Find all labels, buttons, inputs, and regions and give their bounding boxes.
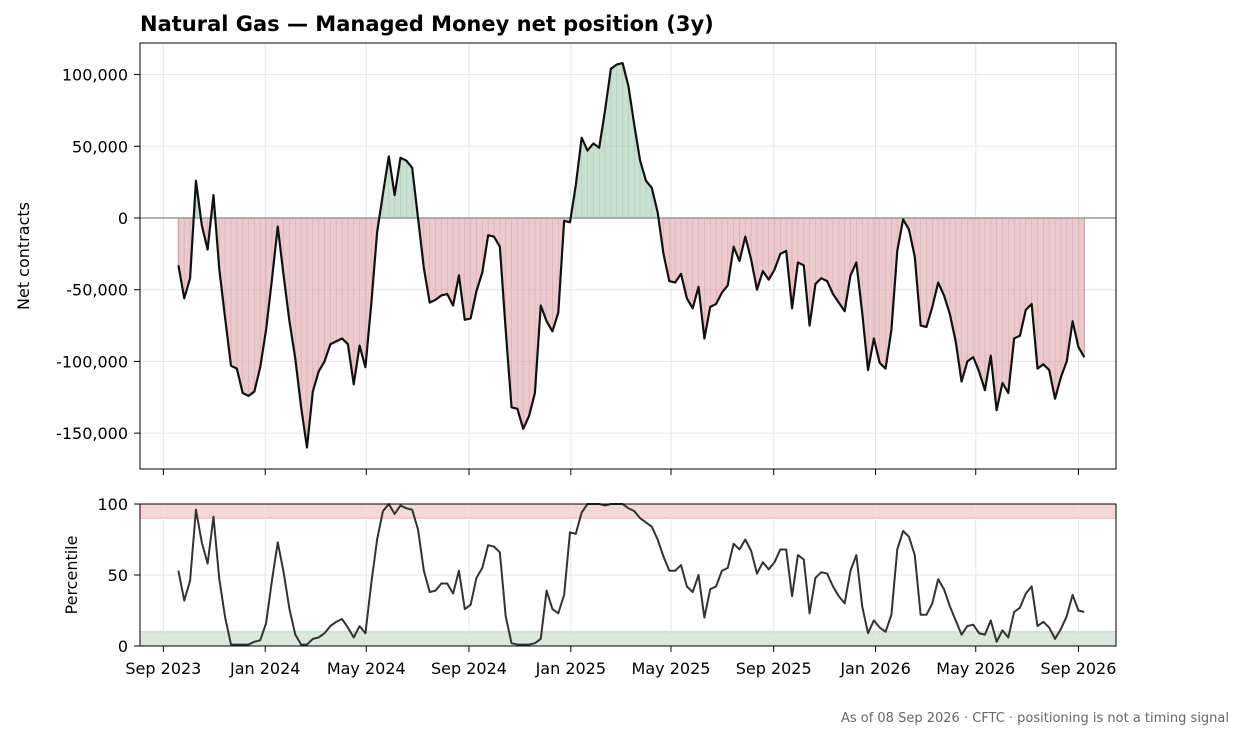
positive-area-segment: [593, 142, 600, 219]
x-tick-label: Sep 2026: [1040, 659, 1116, 678]
negative-area-segment: [242, 217, 249, 397]
negative-area-segment: [254, 217, 261, 392]
negative-area-segment: [441, 217, 448, 296]
negative-area-segment: [1013, 217, 1021, 339]
bottom-y-axis-label: Percentile: [62, 536, 81, 615]
negative-area-segment: [686, 217, 694, 310]
top-y-tick-label: 50,000: [72, 137, 128, 156]
negative-area-segment: [961, 217, 968, 382]
negative-area-segment: [797, 217, 805, 266]
net-position-line: [177, 61, 1086, 449]
x-tick-label: May 2026: [936, 659, 1015, 678]
negative-area-segment: [318, 217, 325, 373]
percentile-line: [177, 503, 1085, 646]
negative-area-segment: [978, 217, 986, 391]
bottom-panel: 0 50 100 Sep 2023 Jan 2024 May 2024 Sep 2024 J…: [62, 495, 1117, 678]
negative-area-segment: [546, 217, 553, 333]
negative-area-segment: [435, 217, 442, 301]
x-tick-label: Sep 2024: [431, 659, 507, 678]
top-panel: 100,000 50,000 0 -50,000 -100,000 -150,000 Ne…: [14, 42, 1117, 475]
negative-area-segment: [1054, 217, 1062, 399]
top-y-tick-label: 0: [118, 209, 128, 228]
positive-area-segment: [616, 62, 623, 219]
negative-area-segment: [487, 217, 495, 238]
top-plot-frame: [139, 42, 1117, 470]
negative-area-segment: [464, 217, 471, 321]
negative-area-segment: [330, 217, 337, 345]
negative-area-segment: [429, 217, 436, 304]
negative-area-segment: [230, 217, 238, 370]
x-tick-label: Jan 2026: [839, 659, 910, 678]
negative-area-segment: [674, 217, 682, 284]
negative-area-segment: [1025, 217, 1032, 311]
x-tick-label: Jan 2024: [229, 659, 300, 678]
top-y-axis-label: Net contracts: [14, 202, 33, 310]
top-y-tick-label: -100,000: [56, 352, 128, 371]
negative-area-segment: [1078, 217, 1085, 359]
negative-area-segment: [715, 217, 723, 305]
top-y-tick-label: -150,000: [56, 424, 128, 443]
negative-area-segment: [1037, 217, 1044, 370]
negative-area-segment: [972, 217, 980, 372]
negative-area-segment: [832, 217, 840, 304]
lower-percentile-band: [140, 631, 1116, 646]
x-tick-label: Sep 2025: [736, 659, 812, 678]
negative-area-segment: [709, 217, 717, 308]
negative-area-segment: [312, 217, 319, 392]
top-y-axis: 100,000 50,000 0 -50,000 -100,000 -150,000: [56, 66, 140, 443]
negative-area-segment: [517, 217, 524, 429]
negative-area-segment: [838, 217, 845, 313]
negative-area-segment: [446, 217, 454, 306]
negative-area-segment: [996, 217, 1003, 411]
top-y-tick-label: 100,000: [62, 66, 128, 85]
top-y-tick-label: -50,000: [66, 281, 128, 300]
negative-area-segment: [1060, 217, 1068, 378]
negative-area-segment: [341, 217, 349, 345]
negative-area-segment: [967, 217, 974, 363]
positive-area-segment: [587, 142, 594, 219]
negative-area-segment: [335, 217, 343, 342]
negative-area-segment: [780, 217, 787, 255]
positive-area-segment: [400, 157, 407, 219]
negative-area-segment: [528, 217, 536, 417]
top-x-ticks: [162, 469, 1079, 475]
bottom-y-tick-label: 0: [118, 637, 128, 656]
bottom-x-axis: Sep 2023 Jan 2024 May 2024 Sep 2024 Jan 2025…: [125, 646, 1116, 678]
bottom-y-tick-label: 100: [97, 495, 128, 514]
negative-area-segment: [511, 217, 518, 410]
negative-area-segment: [879, 217, 886, 370]
negative-area-segment: [522, 217, 530, 429]
negative-area-segment: [1002, 217, 1009, 395]
negative-area-segment: [248, 217, 255, 397]
negative-area-segment: [820, 217, 828, 282]
negative-area-segment: [920, 217, 927, 328]
footer-note: As of 08 Sep 2026 · CFTC · positioning i…: [840, 711, 1229, 726]
negative-area-segment: [721, 217, 729, 294]
x-tick-label: Sep 2023: [125, 659, 201, 678]
percentile-bands: [140, 504, 1116, 646]
positive-area-segment: [610, 63, 618, 219]
x-tick-label: May 2025: [632, 659, 711, 678]
negative-area-segment: [669, 217, 676, 283]
bottom-y-tick-label: 50: [108, 566, 128, 585]
negative-area-segment: [324, 217, 331, 362]
negative-area-segment: [815, 217, 822, 285]
negative-area-segment: [359, 217, 366, 368]
negative-area-segment: [236, 217, 243, 394]
chart-title: Natural Gas — Managed Money net position…: [140, 12, 714, 36]
x-tick-label: May 2024: [327, 659, 406, 678]
negative-area-segment: [1043, 217, 1050, 371]
x-tick-label: Jan 2025: [535, 659, 606, 678]
bottom-y-axis: 0 50 100: [97, 495, 140, 656]
upper-percentile-band: [140, 504, 1116, 519]
